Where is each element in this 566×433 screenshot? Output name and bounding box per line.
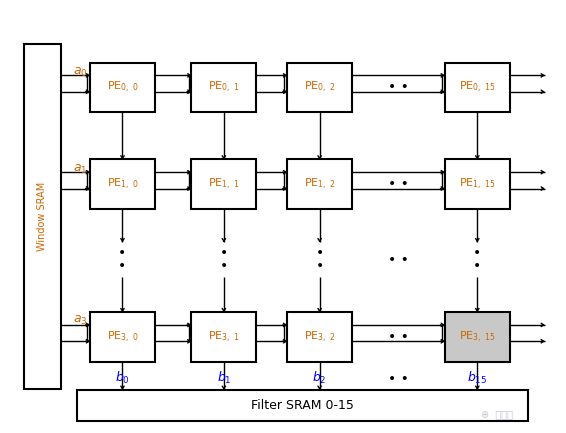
Text: ⊕  日月辰: ⊕ 日月辰 xyxy=(481,409,513,419)
Bar xyxy=(287,63,352,112)
Text: Window SRAM: Window SRAM xyxy=(37,182,47,251)
Text: •
•: • • xyxy=(118,246,127,273)
Text: $\mathrm{PE}_{1,\ 0}$: $\mathrm{PE}_{1,\ 0}$ xyxy=(106,177,138,192)
Bar xyxy=(445,159,510,209)
Text: $\mathrm{PE}_{0,\ 1}$: $\mathrm{PE}_{0,\ 1}$ xyxy=(208,80,239,95)
Text: •
•: • • xyxy=(220,246,228,273)
Bar xyxy=(191,312,256,362)
Text: $a_{1}$: $a_{1}$ xyxy=(74,163,88,176)
Text: $b_{1}$: $b_{1}$ xyxy=(217,369,231,385)
Bar xyxy=(191,63,256,112)
Bar xyxy=(24,45,61,388)
Bar xyxy=(191,159,256,209)
Text: $\mathrm{PE}_{0,\ 15}$: $\mathrm{PE}_{0,\ 15}$ xyxy=(459,80,496,95)
Text: $a_{3}$: $a_{3}$ xyxy=(74,314,88,327)
Text: $\mathrm{PE}_{0,\ 2}$: $\mathrm{PE}_{0,\ 2}$ xyxy=(304,80,335,95)
Text: • •: • • xyxy=(388,372,409,385)
Bar xyxy=(90,312,155,362)
Text: $\mathrm{PE}_{3,\ 1}$: $\mathrm{PE}_{3,\ 1}$ xyxy=(208,330,239,345)
Text: $\mathrm{PE}_{3,\ 15}$: $\mathrm{PE}_{3,\ 15}$ xyxy=(459,330,496,345)
Text: •
•: • • xyxy=(315,246,324,273)
Text: $b_{15}$: $b_{15}$ xyxy=(467,369,487,385)
Text: • •: • • xyxy=(388,177,409,191)
Text: $b_{2}$: $b_{2}$ xyxy=(312,369,327,385)
Text: •
•: • • xyxy=(473,246,482,273)
Bar xyxy=(90,63,155,112)
Text: • •: • • xyxy=(388,81,409,94)
Text: • •: • • xyxy=(388,252,409,267)
Text: $\mathrm{PE}_{0,\ 0}$: $\mathrm{PE}_{0,\ 0}$ xyxy=(106,80,138,95)
Text: • •: • • xyxy=(388,330,409,344)
Text: $\mathrm{PE}_{1,\ 1}$: $\mathrm{PE}_{1,\ 1}$ xyxy=(208,177,239,192)
Text: $b_{0}$: $b_{0}$ xyxy=(115,369,130,385)
Bar xyxy=(445,312,510,362)
Text: $a_{0}$: $a_{0}$ xyxy=(74,66,88,79)
Bar xyxy=(445,63,510,112)
Text: $\mathrm{PE}_{1,\ 2}$: $\mathrm{PE}_{1,\ 2}$ xyxy=(304,177,335,192)
Bar xyxy=(90,159,155,209)
Text: $\mathrm{PE}_{1,\ 15}$: $\mathrm{PE}_{1,\ 15}$ xyxy=(459,177,496,192)
Bar xyxy=(287,312,352,362)
Text: $\mathrm{PE}_{3,\ 0}$: $\mathrm{PE}_{3,\ 0}$ xyxy=(106,330,138,345)
Text: Filter SRAM 0-15: Filter SRAM 0-15 xyxy=(251,399,354,412)
Bar xyxy=(287,159,352,209)
Bar xyxy=(78,390,528,421)
Text: $\mathrm{PE}_{3,\ 2}$: $\mathrm{PE}_{3,\ 2}$ xyxy=(304,330,335,345)
